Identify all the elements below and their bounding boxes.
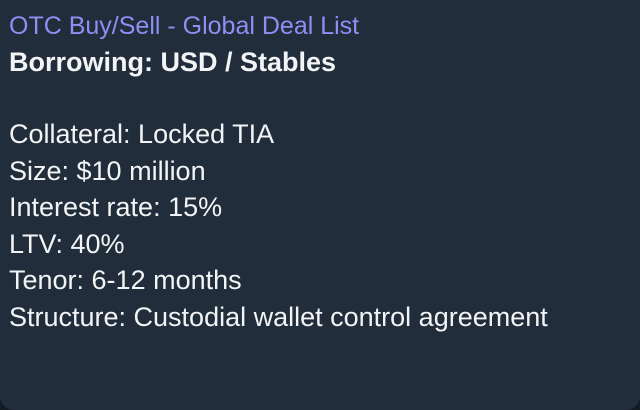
detail-interest-rate: Interest rate: 15%	[9, 192, 223, 222]
detail-collateral: Collateral: Locked TIA	[9, 119, 275, 149]
detail-structure: Structure: Custodial wallet control agre…	[9, 301, 548, 332]
paragraph-spacer	[9, 80, 640, 116]
message-heading: Borrowing: USD / Stables	[9, 47, 337, 77]
sender-name[interactable]: OTC Buy/Sell - Global Deal List	[9, 12, 360, 40]
detail-ltv: LTV: 40%	[9, 228, 125, 259]
deal-details: Collateral: Locked TIA Size: $10 million…	[9, 116, 640, 335]
detail-tenor: Tenor: 6-12 months	[9, 265, 242, 295]
detail-size: Size: $10 million	[9, 155, 206, 186]
